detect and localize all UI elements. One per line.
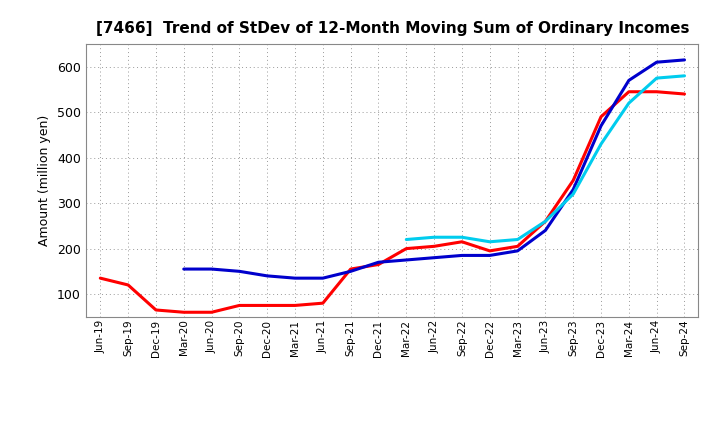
5 Years [346,269,355,274]
3 Years [680,92,689,97]
5 Years [402,257,410,263]
3 Years [597,114,606,119]
7 Years [569,191,577,197]
5 Years [291,275,300,281]
7 Years [597,141,606,147]
5 Years [541,228,550,233]
Line: 5 Years: 5 Years [184,60,685,278]
3 Years [430,244,438,249]
3 Years [652,89,661,94]
Title: [7466]  Trend of StDev of 12-Month Moving Sum of Ordinary Incomes: [7466] Trend of StDev of 12-Month Moving… [96,21,689,36]
5 Years [374,260,383,265]
3 Years [124,282,132,288]
5 Years [569,187,577,192]
5 Years [235,269,243,274]
7 Years [402,237,410,242]
3 Years [318,301,327,306]
7 Years [652,76,661,81]
3 Years [402,246,410,251]
7 Years [513,237,522,242]
3 Years [541,219,550,224]
3 Years [152,307,161,312]
5 Years [652,59,661,65]
7 Years [541,219,550,224]
3 Years [485,248,494,253]
5 Years [513,248,522,253]
3 Years [346,266,355,271]
5 Years [430,255,438,260]
5 Years [179,266,188,271]
5 Years [485,253,494,258]
3 Years [513,244,522,249]
7 Years [680,73,689,78]
3 Years [624,89,633,94]
3 Years [96,275,104,281]
5 Years [624,78,633,83]
5 Years [597,123,606,128]
3 Years [291,303,300,308]
5 Years [263,273,271,279]
3 Years [179,310,188,315]
7 Years [624,100,633,106]
3 Years [458,239,467,244]
5 Years [318,275,327,281]
7 Years [485,239,494,244]
5 Years [458,253,467,258]
5 Years [680,57,689,62]
Line: 7 Years: 7 Years [406,76,685,242]
Legend: 3 Years, 5 Years, 7 Years, 10 Years: 3 Years, 5 Years, 7 Years, 10 Years [188,438,597,440]
Line: 3 Years: 3 Years [100,92,685,312]
3 Years [569,178,577,183]
5 Years [207,266,216,271]
3 Years [374,262,383,267]
Y-axis label: Amount (million yen): Amount (million yen) [38,115,51,246]
3 Years [263,303,271,308]
7 Years [430,235,438,240]
3 Years [235,303,243,308]
7 Years [458,235,467,240]
3 Years [207,310,216,315]
